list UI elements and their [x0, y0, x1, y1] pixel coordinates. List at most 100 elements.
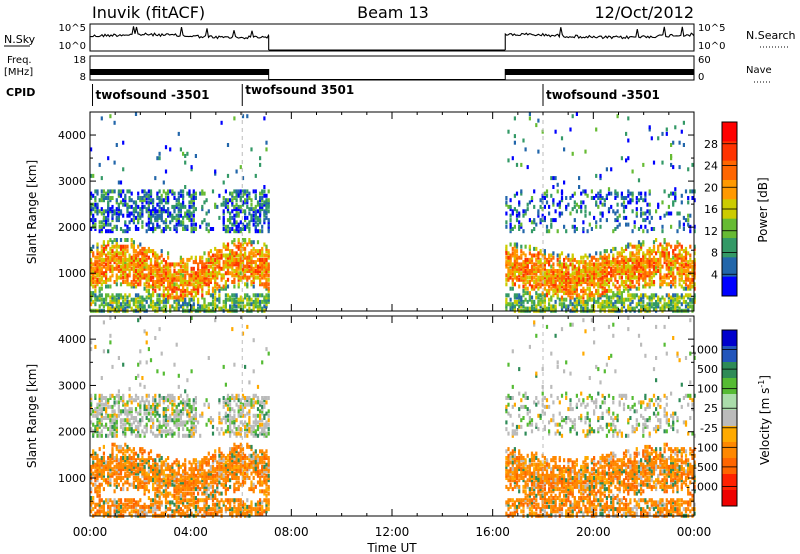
heatmap-cell — [119, 449, 123, 454]
heatmap-cell — [650, 262, 653, 267]
heatmap-cell — [139, 478, 142, 483]
heatmap-cell — [226, 246, 230, 251]
heatmap-cell — [248, 222, 251, 227]
heatmap-cell — [590, 266, 593, 271]
heatmap-cell — [575, 299, 578, 304]
heatmap-cell — [246, 224, 249, 229]
heatmap-cell — [109, 264, 112, 269]
heatmap-cell — [237, 275, 240, 280]
heatmap-cell — [115, 297, 118, 302]
heatmap-cell — [111, 295, 114, 300]
heatmap-cell — [663, 302, 666, 307]
heatmap-cell — [558, 297, 561, 302]
heatmap-cell — [248, 220, 251, 225]
heatmap-cell — [612, 295, 615, 300]
heatmap-cell — [126, 400, 129, 405]
heatmap-cell — [244, 304, 247, 309]
heatmap-cell — [640, 266, 643, 271]
heatmap-cell — [642, 257, 645, 262]
heatmap-cell — [124, 260, 127, 265]
heatmap-cell — [149, 275, 153, 280]
heatmap-cell — [98, 502, 101, 507]
heatmap-cell — [590, 273, 593, 278]
heatmap-cell — [222, 284, 225, 289]
heatmap-cell — [254, 302, 257, 307]
heatmap-cell — [657, 297, 660, 302]
heatmap-cell — [162, 271, 165, 276]
heatmap-cell — [145, 360, 148, 365]
heatmap-cell — [578, 295, 581, 300]
heatmap-cell — [145, 249, 148, 254]
heatmap-cell — [139, 402, 142, 407]
heatmap-cell — [526, 266, 529, 271]
heatmap-cell — [235, 193, 238, 198]
heatmap-cell — [124, 504, 127, 509]
heatmap-cell — [663, 255, 666, 260]
heatmap-cell — [593, 295, 596, 300]
heatmap-cell — [684, 273, 688, 278]
heatmap-cell — [575, 273, 578, 278]
heatmap-cell — [614, 189, 617, 194]
heatmap-cell — [233, 280, 236, 284]
heatmap-cell — [122, 244, 125, 249]
heatmap-cell — [522, 280, 525, 284]
heatmap-cell — [111, 427, 114, 432]
heatmap-cell — [250, 264, 253, 269]
heatmap-cell — [96, 280, 99, 284]
heatmap-cell — [244, 273, 247, 278]
heatmap-cell — [92, 266, 95, 271]
heatmap-cell — [226, 264, 230, 269]
heatmap-cell — [122, 402, 125, 407]
heatmap-cell — [263, 211, 266, 216]
heatmap-cell — [657, 244, 660, 249]
heatmap-cell — [105, 433, 108, 438]
heatmap-cell — [518, 213, 521, 218]
heatmap-cell — [229, 229, 232, 234]
heatmap-cell — [235, 295, 238, 300]
heatmap-cell — [126, 427, 129, 432]
heatmap-cell — [117, 257, 120, 262]
heatmap-cell — [211, 273, 215, 278]
heatmap-cell — [111, 502, 114, 507]
heatmap-cell — [186, 304, 189, 309]
heatmap-cell — [246, 204, 249, 209]
heatmap-cell — [119, 251, 123, 256]
heatmap-cell — [620, 156, 623, 161]
heatmap-cell — [265, 271, 268, 276]
heatmap-cell — [122, 400, 125, 405]
heatmap-cell — [119, 193, 123, 198]
heatmap-cell — [233, 238, 236, 242]
heatmap-cell — [509, 302, 512, 307]
heatmap-cell — [605, 196, 608, 200]
heatmap-cell — [265, 215, 268, 220]
nsky-trace-line — [504, 26, 695, 50]
heatmap-cell — [674, 293, 677, 298]
heatmap-cell — [100, 460, 103, 465]
heatmap-cell — [94, 255, 97, 260]
heatmap-cell — [246, 302, 249, 307]
heatmap-cell — [160, 478, 163, 483]
heatmap-cell — [522, 262, 525, 267]
heatmap-cell — [543, 280, 546, 284]
heatmap-cell — [179, 293, 182, 298]
heatmap-cell — [102, 507, 105, 512]
heatmap-cell — [184, 213, 187, 218]
heatmap-cell — [620, 306, 623, 311]
heatmap-cell — [158, 413, 161, 418]
heatmap-cell — [539, 269, 542, 273]
heatmap-cell — [134, 297, 138, 302]
heatmap-cell — [259, 209, 262, 214]
heatmap-cell — [597, 304, 600, 309]
heatmap-cell — [158, 504, 161, 509]
heatmap-cell — [115, 227, 118, 231]
heatmap-cell — [201, 288, 204, 293]
heatmap-cell — [175, 229, 178, 234]
heatmap-cell — [100, 251, 103, 256]
heatmap-cell — [154, 207, 157, 212]
heatmap-cell — [567, 284, 570, 289]
heatmap-cell — [627, 304, 630, 309]
nsearch-tick-top: 10^5 — [698, 23, 725, 34]
heatmap-cell — [137, 293, 140, 298]
heatmap-cell — [143, 482, 146, 487]
heatmap-cell — [550, 257, 553, 262]
